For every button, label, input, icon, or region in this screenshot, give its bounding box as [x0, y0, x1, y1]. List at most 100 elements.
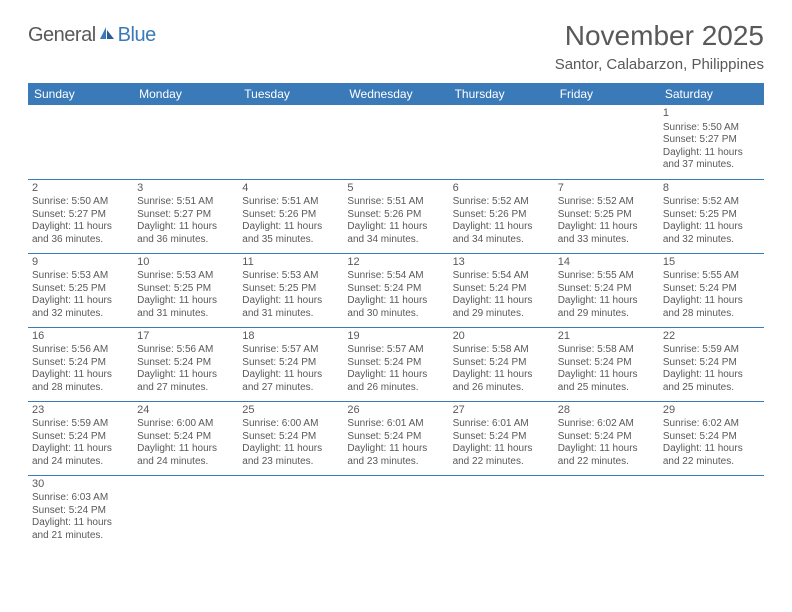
day-number: 3 [137, 182, 234, 196]
day-info-line: Daylight: 11 hours [558, 221, 655, 234]
day-info-line: and 26 minutes. [453, 382, 550, 395]
header: General Blue November 2025 Santor, Calab… [28, 20, 764, 73]
day-info-line: Sunrise: 6:01 AM [347, 418, 444, 431]
day-number: 13 [453, 256, 550, 270]
day-info-line: Daylight: 11 hours [663, 443, 760, 456]
day-info-line: Sunrise: 6:00 AM [137, 418, 234, 431]
calendar-cell [449, 105, 554, 179]
calendar-week-row: 16 Sunrise: 5:56 AM Sunset: 5:24 PM Dayligh… [28, 327, 764, 401]
day-number: 25 [242, 404, 339, 418]
day-info-line: Sunset: 5:24 PM [32, 357, 129, 370]
day-info-line: and 33 minutes. [558, 234, 655, 247]
calendar-cell [554, 105, 659, 179]
calendar-cell: 29Sunrise: 6:02 AMSunset: 5:24 PMDayligh… [659, 401, 764, 475]
day-info-line: Daylight: 11 hours [242, 443, 339, 456]
calendar-cell: 21Sunrise: 5:58 AMSunset: 5:24 PMDayligh… [554, 327, 659, 401]
day-info-line: Daylight: 11 hours [242, 221, 339, 234]
day-info-line: Daylight: 11 hours [347, 221, 444, 234]
day-info-line: and 22 minutes. [558, 456, 655, 469]
day-info-line: Sunrise: 5:57 AM [242, 344, 339, 357]
day-info-line: Sunrise: 5:52 AM [558, 196, 655, 209]
logo-sail-icon [99, 25, 117, 46]
day-number: 16 [32, 330, 129, 344]
calendar-cell: 14Sunrise: 5:55 AMSunset: 5:24 PMDayligh… [554, 253, 659, 327]
day-info-line: Sunset: 5:27 PM [32, 209, 129, 222]
calendar-cell: 1Sunrise: 5:50 AMSunset: 5:27 PMDaylight… [659, 105, 764, 179]
day-info-line: and 23 minutes. [347, 456, 444, 469]
calendar-cell [133, 105, 238, 179]
day-info-line: and 34 minutes. [453, 234, 550, 247]
day-number: 5 [347, 182, 444, 196]
day-number: 29 [663, 404, 760, 418]
day-number: 6 [453, 182, 550, 196]
calendar-cell: 12Sunrise: 5:54 AMSunset: 5:24 PMDayligh… [343, 253, 448, 327]
day-info-line: Sunrise: 5:53 AM [32, 270, 129, 283]
day-info-line: Sunset: 5:24 PM [347, 431, 444, 444]
calendar-cell: 16Sunrise: 5:56 AMSunset: 5:24 PMDayligh… [28, 327, 133, 401]
day-number: 20 [453, 330, 550, 344]
day-info-line: and 29 minutes. [453, 308, 550, 321]
logo-text-general: General [28, 24, 96, 47]
day-info-line: Sunrise: 5:58 AM [558, 344, 655, 357]
day-info-line: Sunset: 5:24 PM [347, 283, 444, 296]
day-info-line: Sunset: 5:24 PM [453, 283, 550, 296]
day-info-line: Sunrise: 6:00 AM [242, 418, 339, 431]
day-info-line: Sunset: 5:24 PM [663, 431, 760, 444]
day-info-line: Sunrise: 6:01 AM [453, 418, 550, 431]
day-info-line: Sunset: 5:24 PM [558, 283, 655, 296]
calendar-cell [554, 475, 659, 549]
day-number: 23 [32, 404, 129, 418]
calendar-cell: 13Sunrise: 5:54 AMSunset: 5:24 PMDayligh… [449, 253, 554, 327]
calendar-cell [133, 475, 238, 549]
day-number: 7 [558, 182, 655, 196]
day-info-line: Sunset: 5:24 PM [242, 357, 339, 370]
day-number: 22 [663, 330, 760, 344]
calendar-week-row: 1Sunrise: 5:50 AMSunset: 5:27 PMDaylight… [28, 105, 764, 179]
day-number: 10 [137, 256, 234, 270]
day-number: 18 [242, 330, 339, 344]
day-info-line: and 36 minutes. [32, 234, 129, 247]
day-info-line: and 37 minutes. [663, 159, 760, 172]
day-number: 30 [32, 478, 129, 492]
day-info-line: Sunrise: 5:51 AM [137, 196, 234, 209]
day-header: Tuesday [238, 83, 343, 105]
day-info-line: Daylight: 11 hours [663, 147, 760, 160]
day-header: Friday [554, 83, 659, 105]
day-info-line: Sunrise: 5:54 AM [347, 270, 444, 283]
calendar-cell: 6Sunrise: 5:52 AMSunset: 5:26 PMDaylight… [449, 179, 554, 253]
day-info-line: Sunrise: 6:03 AM [32, 492, 129, 505]
day-info-line: Sunrise: 5:58 AM [453, 344, 550, 357]
day-info-line: Sunset: 5:25 PM [558, 209, 655, 222]
day-info-line: and 32 minutes. [663, 234, 760, 247]
day-info-line: Sunset: 5:25 PM [137, 283, 234, 296]
day-info-line: Sunset: 5:26 PM [453, 209, 550, 222]
day-info-line: Sunrise: 5:56 AM [137, 344, 234, 357]
calendar-cell: 24Sunrise: 6:00 AMSunset: 5:24 PMDayligh… [133, 401, 238, 475]
day-info-line: Sunset: 5:27 PM [663, 134, 760, 147]
day-number: 24 [137, 404, 234, 418]
day-info-line: and 23 minutes. [242, 456, 339, 469]
month-title: November 2025 [555, 20, 764, 52]
day-info-line: Daylight: 11 hours [453, 369, 550, 382]
day-info-line: and 24 minutes. [32, 456, 129, 469]
day-info-line: Sunset: 5:27 PM [137, 209, 234, 222]
day-number: 11 [242, 256, 339, 270]
calendar-cell: 25Sunrise: 6:00 AMSunset: 5:24 PMDayligh… [238, 401, 343, 475]
day-info-line: Daylight: 11 hours [558, 295, 655, 308]
day-info-line: Sunset: 5:25 PM [242, 283, 339, 296]
calendar-table: Sunday Monday Tuesday Wednesday Thursday… [28, 83, 764, 549]
day-info-line: Sunrise: 5:52 AM [453, 196, 550, 209]
day-info-line: and 26 minutes. [347, 382, 444, 395]
day-info-line: Daylight: 11 hours [242, 295, 339, 308]
calendar-cell: 23Sunrise: 5:59 AMSunset: 5:24 PMDayligh… [28, 401, 133, 475]
calendar-cell: 27Sunrise: 6:01 AMSunset: 5:24 PMDayligh… [449, 401, 554, 475]
day-info-line: Sunset: 5:24 PM [663, 283, 760, 296]
day-info-line: Sunrise: 5:51 AM [242, 196, 339, 209]
calendar-week-row: 23Sunrise: 5:59 AMSunset: 5:24 PMDayligh… [28, 401, 764, 475]
calendar-cell: 10Sunrise: 5:53 AMSunset: 5:25 PMDayligh… [133, 253, 238, 327]
calendar-cell: 7Sunrise: 5:52 AMSunset: 5:25 PMDaylight… [554, 179, 659, 253]
day-info-line: and 28 minutes. [32, 382, 129, 395]
day-info-line: Sunset: 5:24 PM [663, 357, 760, 370]
calendar-cell [238, 105, 343, 179]
day-info-line: and 27 minutes. [137, 382, 234, 395]
